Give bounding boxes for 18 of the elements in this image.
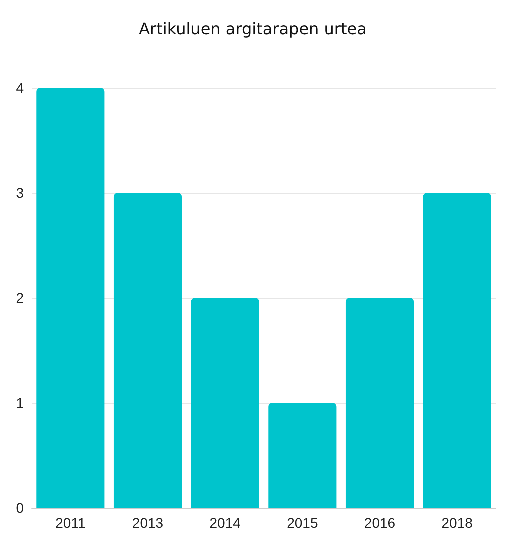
y-tick-label: 3 bbox=[16, 185, 24, 201]
bar bbox=[191, 298, 260, 508]
x-tick-label: 2014 bbox=[210, 515, 242, 531]
y-tick-label: 4 bbox=[16, 80, 24, 96]
bar bbox=[36, 88, 105, 508]
bar bbox=[268, 403, 337, 508]
x-tick-label: 2016 bbox=[364, 515, 396, 531]
y-tick-label: 0 bbox=[16, 500, 24, 516]
bar bbox=[423, 193, 492, 508]
bar bbox=[346, 298, 414, 508]
bar bbox=[114, 193, 182, 508]
x-tick-label: 2015 bbox=[287, 515, 318, 531]
x-tick-label: 2018 bbox=[442, 515, 474, 531]
chart-title: Artikuluen argitarapen urtea bbox=[139, 20, 367, 38]
x-tick-label: 2011 bbox=[56, 515, 86, 531]
y-tick-label: 1 bbox=[16, 395, 24, 411]
y-tick-label: 2 bbox=[16, 290, 24, 306]
x-tick-label: 2013 bbox=[132, 515, 164, 531]
